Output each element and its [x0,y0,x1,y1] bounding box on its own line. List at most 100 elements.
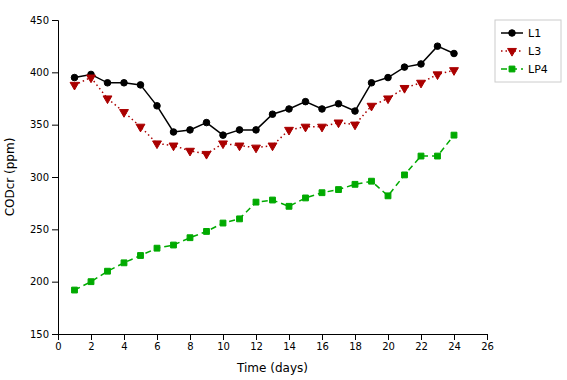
marker [352,108,359,115]
legend-label: LP4 [528,63,548,76]
marker [187,235,193,241]
line [75,135,455,290]
tick-label: 8 [187,341,193,352]
legend-marker [508,48,517,56]
marker [220,220,226,226]
tick-mark [124,334,125,340]
tick-mark [91,334,92,340]
marker [400,85,409,93]
marker [153,141,162,149]
marker [202,151,211,159]
legend-marker [509,66,515,72]
data-layer [70,43,458,293]
marker [451,132,457,138]
tick: 250 [30,224,58,235]
plot: 0246810121416182022242615020025030035040… [30,15,494,352]
marker [105,268,111,274]
marker [137,82,144,89]
tick-label: 26 [481,341,494,352]
marker [336,187,342,193]
marker [87,75,96,83]
x-axis: 02468101214161820222426 [55,334,494,352]
marker [334,120,343,128]
marker [203,119,210,126]
marker [301,124,310,132]
tick: 200 [30,276,58,287]
tick: 450 [30,15,58,26]
marker [88,279,94,285]
tick: 150 [30,329,58,340]
tick-mark [256,334,257,340]
marker [252,145,261,153]
marker [136,124,145,132]
marker [351,122,360,130]
tick-label: 14 [283,341,296,352]
y-axis: 150 200 250 300 350 400 450 [30,15,59,340]
legend-label: L3 [528,45,541,58]
marker [385,74,392,81]
marker [253,127,260,134]
tick: 400 [30,67,58,78]
marker [367,103,376,111]
tick: 10 [217,334,230,352]
marker [154,245,160,251]
tick-label: 2 [88,341,94,352]
tick-mark [52,20,58,21]
marker [302,98,309,105]
marker [369,178,375,184]
marker [270,197,276,203]
marker [138,253,144,259]
marker [104,80,111,87]
tick-mark [322,334,323,340]
tick-mark [52,177,58,178]
marker [121,80,128,87]
marker [72,287,78,293]
tick: 6 [154,334,160,352]
marker [418,61,425,68]
tick: 300 [30,172,58,183]
marker [237,216,243,222]
marker [219,141,228,149]
tick-label: 250 [30,224,49,235]
marker [71,74,78,81]
marker [402,172,408,178]
marker [435,153,441,159]
tick: 8 [187,334,193,352]
legend-entry: L1 [501,27,541,40]
tick-label: 10 [217,341,230,352]
marker [318,124,327,132]
marker [286,203,292,209]
marker [450,68,459,76]
marker [286,106,293,113]
tick-mark [157,334,158,340]
tick-mark [454,334,455,340]
legend-entry: LP4 [501,63,548,76]
tick: 350 [30,119,58,130]
tick: 24 [448,334,461,352]
legend-frame [495,20,561,82]
marker [434,43,441,50]
tick: 12 [250,334,263,352]
tick-mark [52,334,58,335]
marker [236,127,243,134]
tick-label: 450 [30,15,49,26]
tick-label: 20 [382,341,395,352]
tick-mark [289,334,290,340]
tick-label: 350 [30,119,49,130]
marker [154,103,161,110]
series [72,132,457,293]
marker [171,242,177,248]
tick-mark [421,334,422,340]
series [70,68,458,159]
line [75,46,455,135]
marker [186,148,195,156]
tick: 18 [349,334,362,352]
marker [170,129,177,136]
tick-mark [223,334,224,340]
tick-mark [388,334,389,340]
marker [319,106,326,113]
tick: 16 [316,334,329,352]
tick-label: 18 [349,341,362,352]
tick-label: 4 [121,341,127,352]
legend-label: L1 [528,27,541,40]
